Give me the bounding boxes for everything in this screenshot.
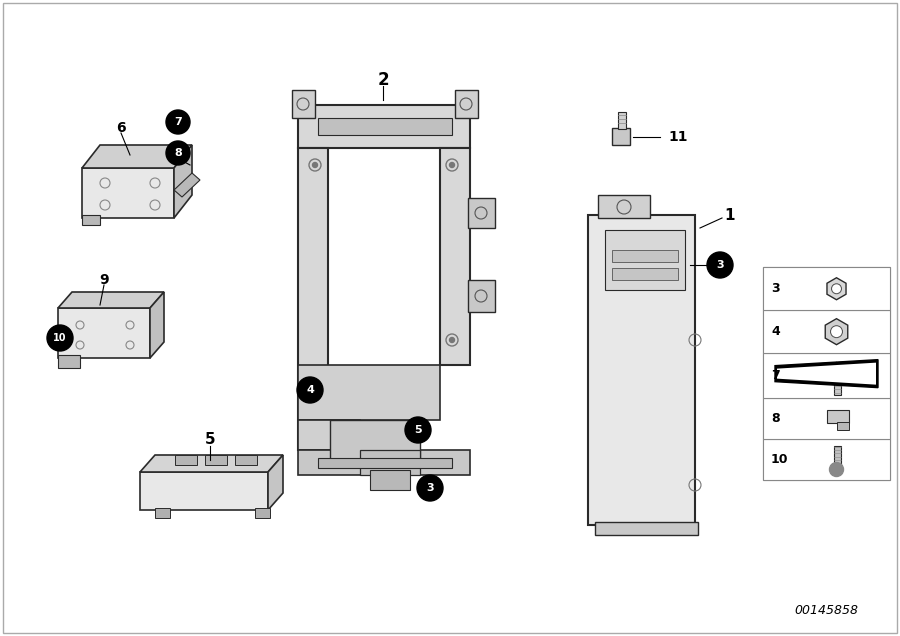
- Polygon shape: [826, 410, 849, 423]
- Circle shape: [405, 417, 431, 443]
- Polygon shape: [82, 145, 192, 168]
- Bar: [763, 398, 890, 439]
- Polygon shape: [174, 173, 200, 197]
- Text: 8: 8: [771, 411, 779, 425]
- Polygon shape: [370, 470, 410, 490]
- Polygon shape: [174, 145, 192, 218]
- Polygon shape: [298, 105, 470, 148]
- Text: 10: 10: [771, 453, 788, 466]
- Polygon shape: [82, 168, 174, 218]
- Polygon shape: [455, 90, 478, 118]
- Polygon shape: [298, 148, 328, 450]
- Bar: [833, 445, 841, 466]
- Polygon shape: [140, 472, 268, 510]
- Circle shape: [312, 387, 318, 392]
- Circle shape: [417, 475, 443, 501]
- Polygon shape: [612, 268, 678, 280]
- Circle shape: [449, 338, 454, 343]
- Polygon shape: [82, 215, 100, 225]
- Polygon shape: [298, 420, 360, 450]
- Polygon shape: [440, 148, 470, 365]
- Polygon shape: [468, 198, 495, 228]
- Text: 11: 11: [668, 130, 688, 144]
- Polygon shape: [58, 355, 80, 368]
- Polygon shape: [318, 118, 452, 135]
- Text: 4: 4: [771, 325, 779, 338]
- Polygon shape: [155, 508, 170, 518]
- Polygon shape: [150, 292, 164, 358]
- Polygon shape: [175, 455, 197, 465]
- Text: 5: 5: [414, 425, 422, 435]
- Bar: [763, 439, 890, 480]
- Polygon shape: [360, 450, 420, 475]
- Polygon shape: [612, 128, 630, 145]
- Polygon shape: [605, 230, 685, 290]
- Text: 8: 8: [174, 148, 182, 158]
- Polygon shape: [468, 280, 495, 312]
- Text: 7: 7: [771, 369, 779, 382]
- Bar: [763, 353, 890, 398]
- Circle shape: [166, 110, 190, 134]
- Polygon shape: [330, 420, 420, 465]
- Polygon shape: [318, 458, 452, 468]
- Circle shape: [832, 284, 842, 294]
- Circle shape: [707, 252, 733, 278]
- Text: 6: 6: [116, 121, 126, 135]
- Bar: [763, 310, 890, 353]
- Circle shape: [449, 163, 454, 167]
- Polygon shape: [598, 195, 650, 218]
- Text: 3: 3: [716, 260, 724, 270]
- Text: 3: 3: [771, 282, 779, 295]
- Text: 7: 7: [174, 117, 182, 127]
- Polygon shape: [836, 422, 849, 430]
- Circle shape: [312, 163, 318, 167]
- Bar: [833, 377, 841, 395]
- Polygon shape: [255, 508, 270, 518]
- Polygon shape: [235, 455, 257, 465]
- Polygon shape: [777, 363, 876, 385]
- Text: 9: 9: [99, 273, 109, 287]
- Text: 1: 1: [724, 207, 735, 223]
- Circle shape: [830, 462, 843, 476]
- Bar: [763, 267, 890, 310]
- Text: 4: 4: [306, 385, 314, 395]
- Text: 00145858: 00145858: [794, 604, 858, 616]
- Polygon shape: [595, 522, 698, 535]
- Circle shape: [297, 377, 323, 403]
- Bar: [618, 112, 626, 129]
- Polygon shape: [775, 359, 878, 388]
- Polygon shape: [292, 90, 315, 118]
- Text: 3: 3: [427, 483, 434, 493]
- Polygon shape: [298, 450, 470, 475]
- Polygon shape: [205, 455, 227, 465]
- Polygon shape: [588, 215, 695, 525]
- Polygon shape: [268, 455, 283, 510]
- Text: 5: 5: [204, 432, 215, 448]
- Polygon shape: [298, 365, 440, 420]
- Text: 10: 10: [53, 333, 67, 343]
- Polygon shape: [58, 308, 150, 358]
- Circle shape: [47, 325, 73, 351]
- Polygon shape: [58, 292, 164, 308]
- Bar: [763, 267, 890, 480]
- Circle shape: [166, 141, 190, 165]
- Polygon shape: [612, 250, 678, 262]
- Polygon shape: [140, 455, 283, 472]
- Circle shape: [831, 326, 842, 338]
- Text: 2: 2: [377, 71, 389, 89]
